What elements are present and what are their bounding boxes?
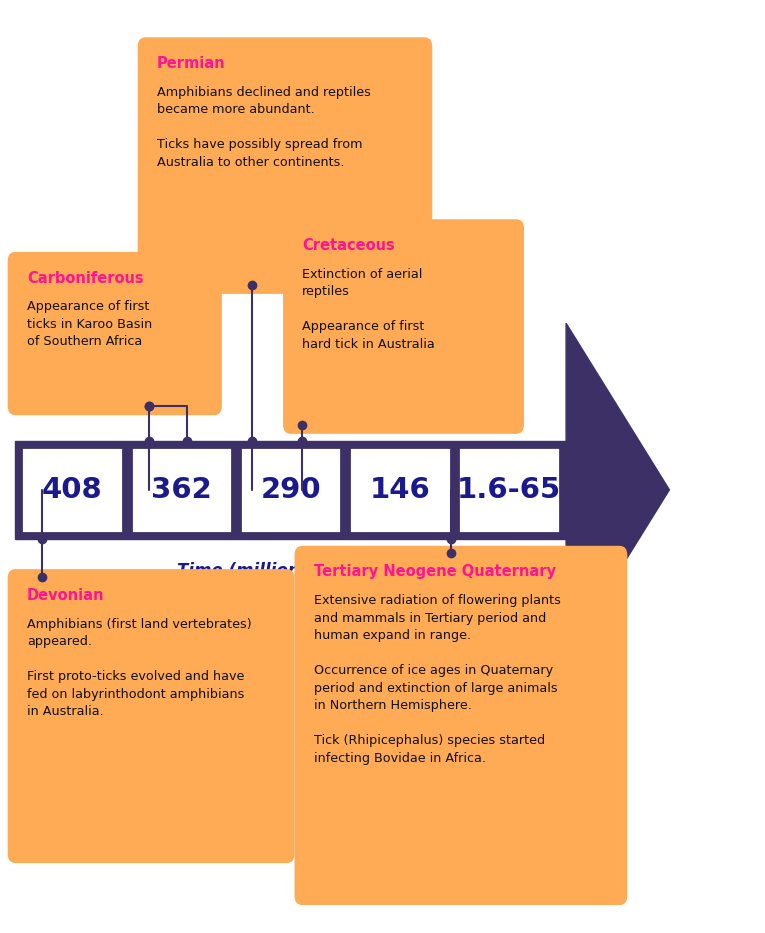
Text: 146: 146 [369, 476, 431, 504]
Text: Appearance of first
ticks in Karoo Basin
of Southern Africa: Appearance of first ticks in Karoo Basin… [27, 300, 152, 348]
Text: Tertiary Neogene Quaternary: Tertiary Neogene Quaternary [314, 564, 555, 579]
Polygon shape [566, 324, 669, 657]
Text: Permian: Permian [157, 56, 226, 71]
FancyBboxPatch shape [283, 219, 524, 434]
FancyBboxPatch shape [8, 569, 295, 863]
FancyBboxPatch shape [295, 546, 627, 905]
Text: Amphibians declined and reptiles
became more abundant.

Ticks have possibly spre: Amphibians declined and reptiles became … [157, 86, 371, 169]
FancyBboxPatch shape [8, 252, 222, 415]
FancyBboxPatch shape [240, 447, 341, 533]
FancyBboxPatch shape [458, 447, 560, 533]
FancyBboxPatch shape [138, 37, 432, 294]
Text: Devonian: Devonian [27, 588, 104, 603]
Text: Amphibians (first land vertebrates)
appeared.

First proto-ticks evolved and hav: Amphibians (first land vertebrates) appe… [27, 618, 252, 718]
Text: Cretaceous: Cretaceous [302, 238, 395, 253]
FancyBboxPatch shape [349, 447, 451, 533]
FancyBboxPatch shape [15, 441, 566, 539]
Text: 1.6-65: 1.6-65 [457, 476, 562, 504]
Text: Extensive radiation of flowering plants
and mammals in Tertiary period and
human: Extensive radiation of flowering plants … [314, 594, 561, 765]
Text: 362: 362 [151, 476, 212, 504]
Text: 290: 290 [260, 476, 321, 504]
FancyBboxPatch shape [131, 447, 233, 533]
Text: Carboniferous: Carboniferous [27, 271, 143, 285]
Text: Extinction of aerial
reptiles

Appearance of first
hard tick in Australia: Extinction of aerial reptiles Appearance… [302, 268, 435, 351]
FancyBboxPatch shape [21, 447, 123, 533]
Text: 408: 408 [42, 476, 103, 504]
Text: Time (million years ago): Time (million years ago) [177, 562, 405, 580]
